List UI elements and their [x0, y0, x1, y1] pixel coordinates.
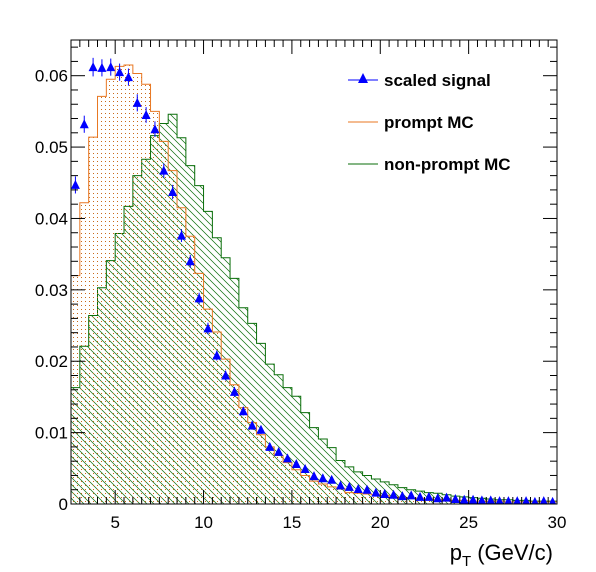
scaled-signal-point	[415, 491, 425, 501]
y-tick-label: 0.04	[35, 209, 68, 228]
scaled-signal-point	[389, 489, 399, 499]
scaled-signal-point	[79, 119, 89, 129]
scaled-signal-point	[371, 487, 381, 497]
scaled-signal-point	[282, 453, 292, 463]
x-tick-label: 10	[194, 513, 213, 532]
legend-entry-non-prompt-mc: non-prompt MC	[348, 155, 511, 174]
scaled-signal-point	[513, 496, 522, 504]
axis-ticks	[70, 40, 558, 505]
prompt-mc-fill	[71, 64, 557, 504]
scaled-signal-point	[362, 484, 372, 494]
legend-prompt-mc-label: prompt MC	[384, 113, 474, 132]
scaled-signal-point	[203, 323, 213, 333]
scaled-signal-point	[97, 62, 107, 72]
scaled-signal-point	[256, 424, 266, 434]
scaled-signal-point	[539, 496, 548, 504]
x-tick-label: 5	[110, 513, 119, 532]
scaled-signal-point	[71, 179, 80, 189]
scaled-signal-point	[291, 459, 301, 469]
scaled-signal-point	[132, 97, 142, 107]
scaled-signal-point	[468, 494, 478, 504]
scaled-signal-point	[229, 386, 239, 396]
scaled-signal-point	[459, 494, 469, 504]
scaled-signal-point	[300, 464, 310, 474]
scaled-signal-point	[522, 496, 531, 504]
scaled-signal-point	[88, 62, 98, 72]
y-tick-label: 0.02	[35, 352, 68, 371]
y-tick-label: 0	[59, 495, 68, 514]
y-tick-label: 0.03	[35, 281, 68, 300]
scaled-signal-point	[247, 420, 257, 430]
scaled-signal-point	[159, 165, 169, 175]
scaled-signal-point	[274, 446, 284, 456]
scaled-signal-point	[344, 481, 354, 491]
legend-non-prompt-mc-label: non-prompt MC	[384, 155, 511, 174]
scaled-signal-point	[221, 370, 231, 380]
scaled-signal-point	[238, 406, 248, 416]
x-axis-title: pT (GeV/c)	[450, 540, 553, 570]
scaled-signal-point	[477, 495, 487, 504]
scaled-signal-point	[353, 484, 363, 494]
scaled-signal-point	[397, 491, 407, 501]
scaled-signal-point	[185, 256, 195, 266]
x-tick-label: 15	[282, 513, 301, 532]
plot-frame	[70, 39, 558, 505]
scaled-signal-point	[336, 480, 346, 490]
scaled-signal-point	[265, 441, 275, 451]
legend-entry-scaled-signal: scaled signal	[348, 71, 491, 90]
scaled-signal-point	[309, 471, 319, 481]
scaled-signal-point	[194, 293, 204, 303]
scaled-signal-point	[141, 109, 151, 119]
scaled-signal-point	[424, 491, 434, 501]
scaled-signal-point	[450, 494, 460, 504]
legend: scaled signal prompt MC non-prompt MC	[348, 71, 511, 174]
y-tick-label: 0.01	[35, 424, 68, 443]
legend-entry-prompt-mc: prompt MC	[348, 113, 474, 132]
legend-scaled-signal-marker	[358, 73, 368, 83]
scaled-signal-point	[115, 67, 125, 77]
axis-labels: 5 10 15 20 25 30 0 0.01 0.02 0.03 0.04 0.05 0.06	[35, 67, 567, 532]
scaled-signal-point	[150, 124, 160, 134]
scaled-signal-point	[212, 350, 222, 360]
y-tick-label: 0.06	[35, 67, 68, 86]
scaled-signal-point	[168, 187, 178, 197]
scaled-signal-point	[504, 496, 513, 504]
scaled-signal-point	[549, 496, 557, 504]
x-tick-label: 30	[548, 513, 567, 532]
scaled-signal-point	[123, 72, 133, 82]
plot-area	[71, 57, 557, 504]
scaled-signal-point	[486, 495, 496, 504]
x-tick-label: 20	[371, 513, 390, 532]
scaled-signal-point	[433, 493, 443, 503]
scaled-signal-point	[442, 492, 452, 502]
scaled-signal-point	[106, 62, 116, 72]
scaled-signal-point	[495, 496, 504, 504]
legend-scaled-signal-label: scaled signal	[384, 71, 491, 90]
scaled-signal-point	[380, 489, 390, 499]
scaled-signal-point	[406, 490, 416, 500]
scaled-signal-point	[318, 473, 328, 483]
scaled-signal-point	[176, 230, 186, 240]
y-tick-label: 0.05	[35, 138, 68, 157]
scaled-signal-point	[327, 474, 337, 484]
x-tick-label: 25	[459, 513, 478, 532]
scaled-signal-point	[531, 496, 539, 504]
